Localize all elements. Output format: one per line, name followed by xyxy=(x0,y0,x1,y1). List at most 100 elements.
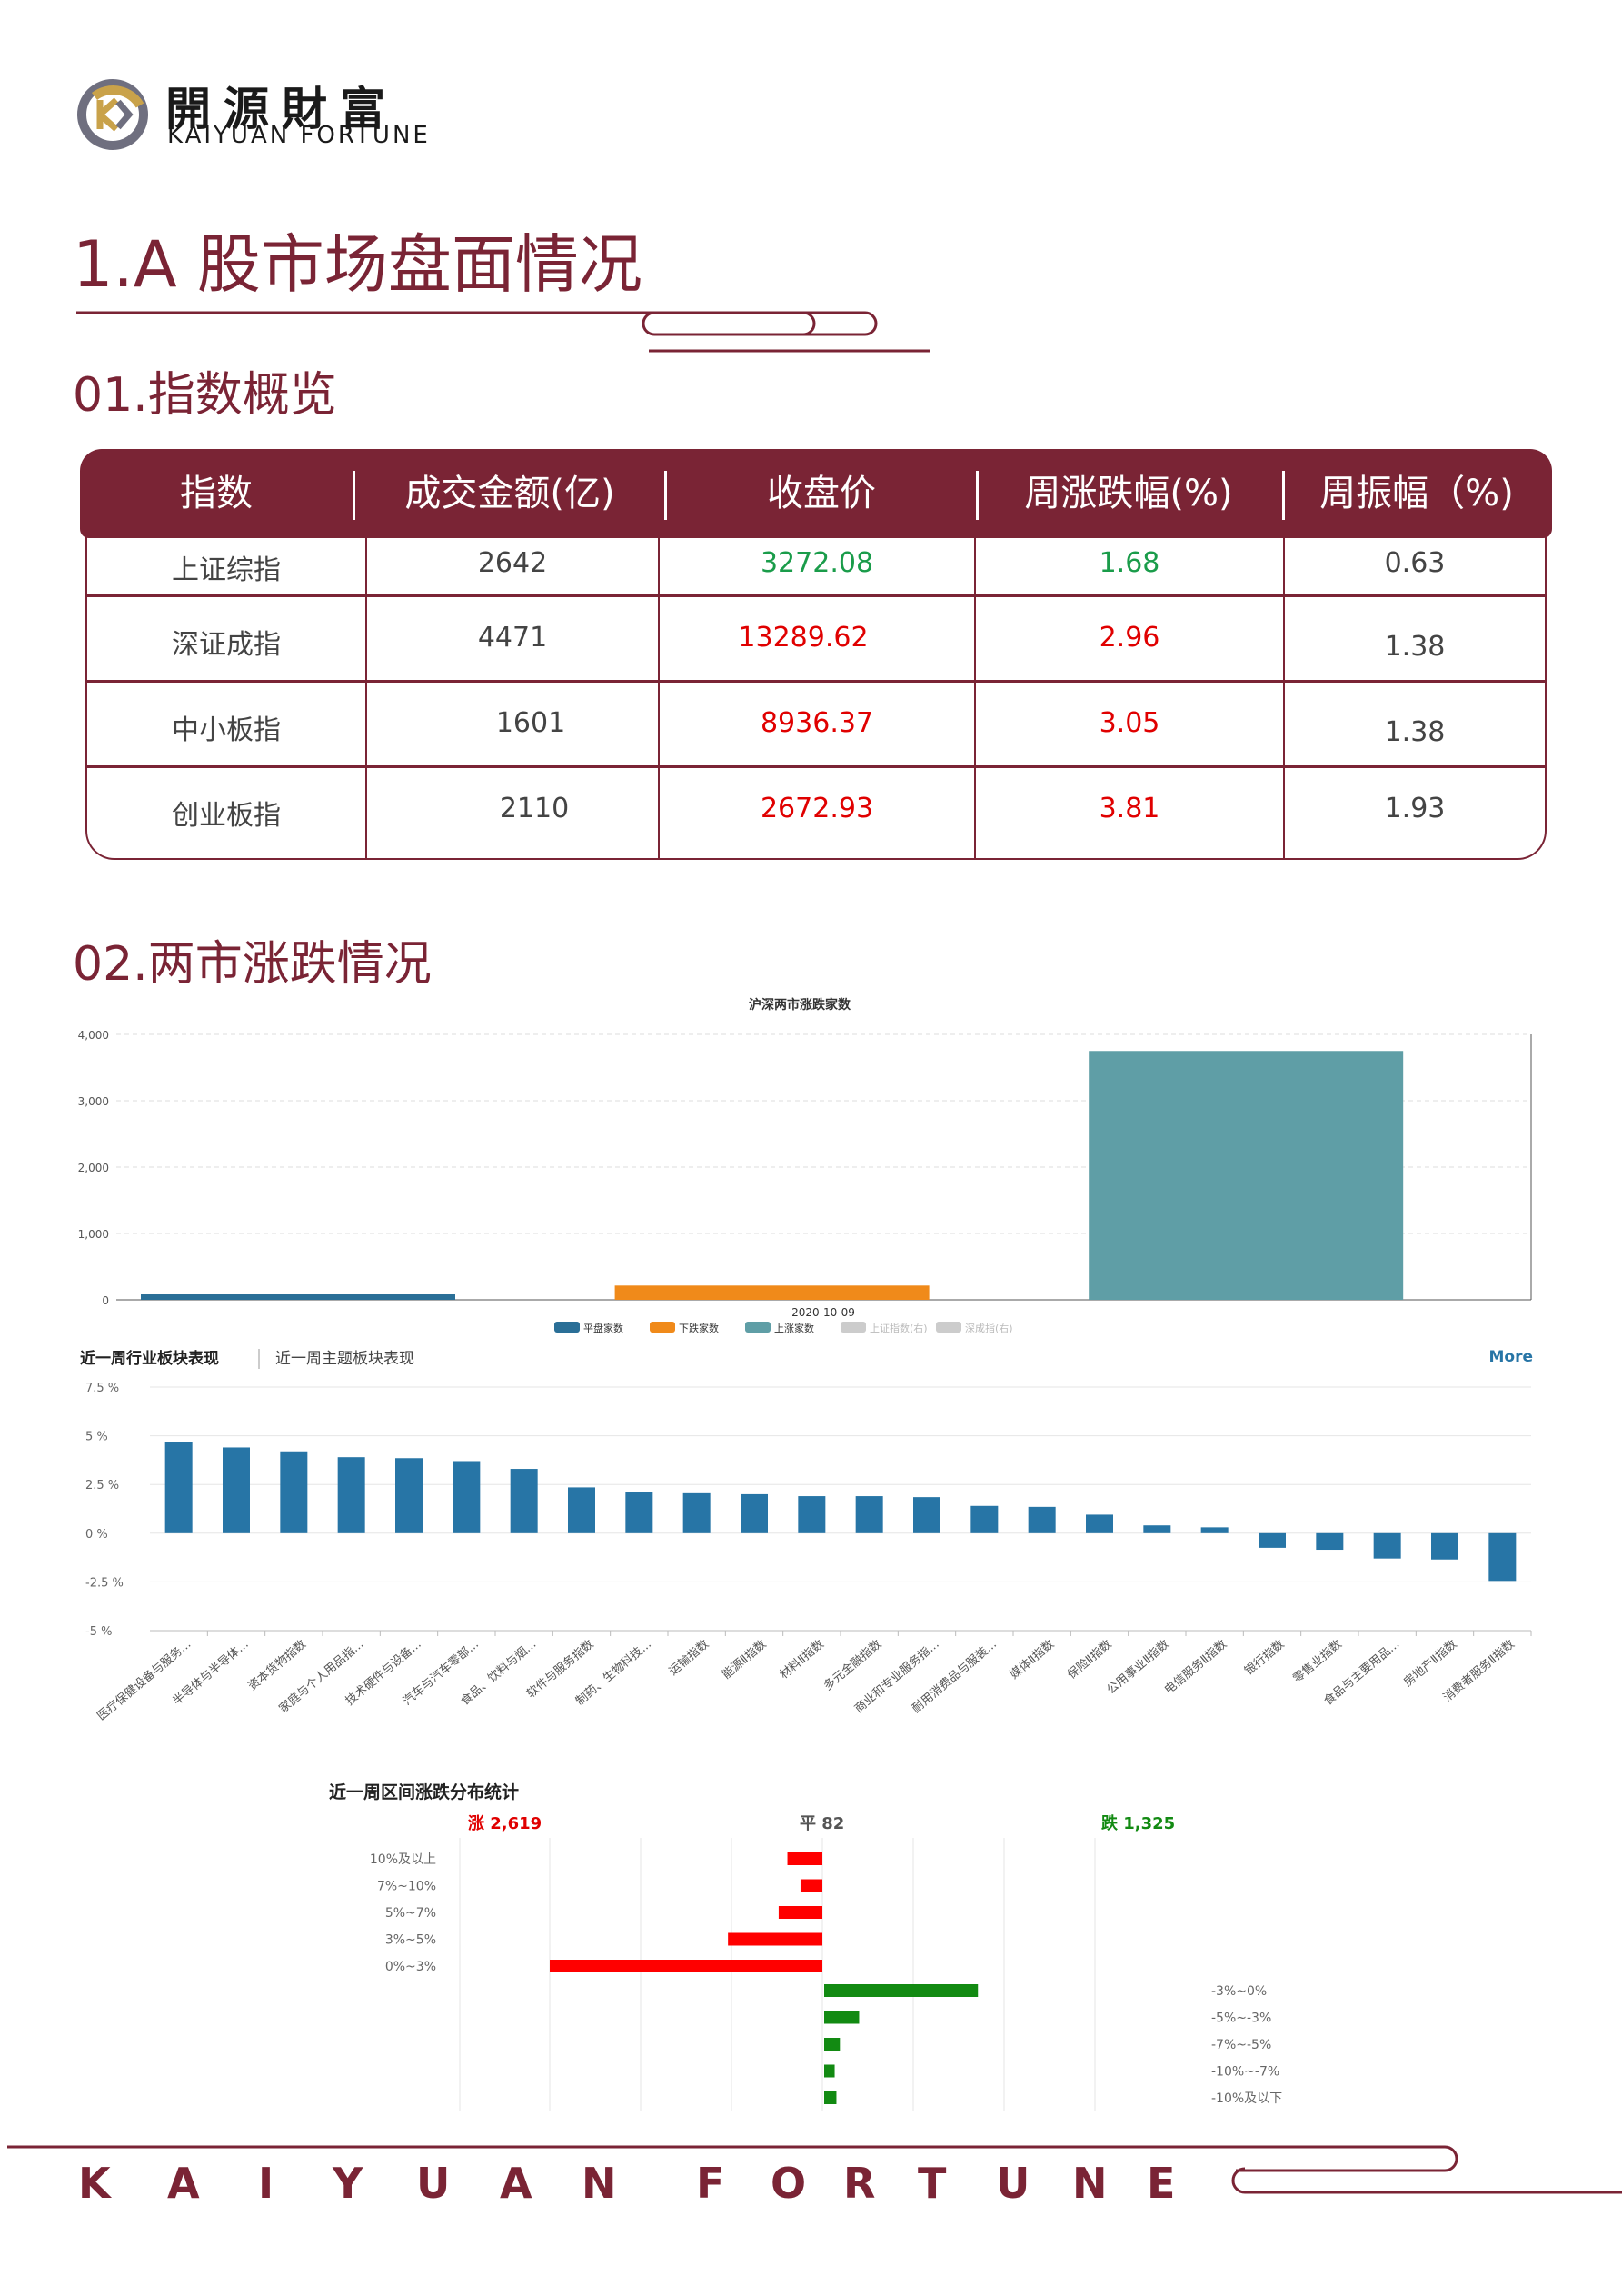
legend-label: 平盘家数 xyxy=(583,1322,623,1334)
x-tick-label: 媒体Ⅱ指数 xyxy=(1008,1638,1057,1682)
up-category-label: 10%及以上 xyxy=(370,1852,436,1867)
footer-decoration xyxy=(7,2145,1622,2194)
legend-label: 深成指(右) xyxy=(965,1322,1013,1334)
cell-close: 3272.08 xyxy=(760,547,874,579)
y-tick-label: 0 % xyxy=(85,1528,108,1542)
column-divider xyxy=(365,534,367,858)
bar xyxy=(913,1497,940,1533)
header-separator xyxy=(353,471,355,520)
chart-title: 沪深两市涨跌家数 xyxy=(749,997,851,1013)
y-tick-label: 4,000 xyxy=(78,1029,109,1042)
bar xyxy=(625,1492,653,1533)
down-bar xyxy=(824,1984,979,1997)
tab-theme: 近一周主题板块表现 xyxy=(275,1350,414,1368)
up-category-label: 7%~10% xyxy=(377,1880,436,1894)
footer-letter: I xyxy=(258,2159,274,2208)
summary-flat: 平 82 xyxy=(800,1814,844,1833)
up-category-label: 3%~5% xyxy=(385,1933,436,1948)
x-tick-label: 多元金融指数 xyxy=(821,1637,884,1693)
down-category-label: -3%~0% xyxy=(1211,1984,1267,1999)
header-separator xyxy=(664,471,667,520)
down-category-label: -10%~-7% xyxy=(1211,2065,1279,2080)
x-tick-label: 能源Ⅱ指数 xyxy=(720,1638,769,1682)
cell-index-name: 深证成指 xyxy=(172,629,281,661)
bar xyxy=(1143,1525,1171,1533)
bar xyxy=(1431,1532,1458,1560)
footer-letter: A xyxy=(500,2159,532,2208)
bar xyxy=(1488,1532,1517,1582)
bar xyxy=(453,1461,481,1533)
x-tick-label: 2020-10-09 xyxy=(791,1306,855,1319)
x-tick-label: 银行指数 xyxy=(1242,1638,1287,1679)
footer-letter: K xyxy=(78,2159,111,2208)
row-divider xyxy=(87,594,1545,597)
th-index: 指数 xyxy=(180,473,253,514)
subtitle-index-overview: 01.指数概览 xyxy=(73,368,337,423)
title-decoration xyxy=(76,311,930,353)
column-divider xyxy=(974,534,976,858)
cell-index-name: 创业板指 xyxy=(172,800,281,832)
down-bar xyxy=(824,2091,837,2104)
cell-amplitude: 1.38 xyxy=(1384,716,1446,748)
up-bar xyxy=(728,1932,822,1946)
bar xyxy=(1259,1532,1286,1548)
x-tick-label: 零售业指数 xyxy=(1290,1637,1345,1686)
footer-letter: E xyxy=(1147,2159,1176,2208)
y-tick-label: 7.5 % xyxy=(85,1382,119,1395)
bar xyxy=(970,1505,999,1533)
bar xyxy=(568,1487,595,1533)
cell-close: 2672.93 xyxy=(760,793,874,824)
bar-2 xyxy=(1089,1051,1404,1300)
down-bar xyxy=(824,2038,841,2051)
logo-cn-text: 開源財富 xyxy=(165,82,398,135)
bar xyxy=(510,1469,538,1533)
bar xyxy=(164,1442,193,1533)
down-bar xyxy=(824,2064,835,2078)
th-amplitude: 周振幅（%) xyxy=(1319,473,1514,514)
bar-1 xyxy=(614,1285,930,1300)
bar xyxy=(223,1447,250,1533)
legend-swatch xyxy=(841,1322,866,1333)
legend-swatch xyxy=(650,1322,675,1333)
kaiyuan-logo-icon xyxy=(77,79,148,150)
cell-close: 13289.62 xyxy=(738,622,869,654)
th-change: 周涨跌幅(%) xyxy=(1024,473,1233,514)
x-tick-label: 保险Ⅱ指数 xyxy=(1065,1638,1114,1682)
th-close: 收盘价 xyxy=(767,473,876,514)
footer-letter: T xyxy=(918,2159,947,2208)
logo-en-text: KAIYUAN FORTUNE xyxy=(167,122,431,149)
down-bar xyxy=(824,2011,860,2024)
cell-index-name: 上证综指 xyxy=(172,554,281,586)
up-bar xyxy=(800,1879,822,1892)
tab-industry: 近一周行业板块表现 xyxy=(80,1349,219,1368)
legend-swatch xyxy=(745,1322,771,1333)
x-tick-label: 材料Ⅱ指数 xyxy=(778,1638,827,1682)
up-category-label: 5%~7% xyxy=(385,1906,436,1921)
cell-amplitude: 0.63 xyxy=(1384,547,1446,579)
legend-swatch xyxy=(936,1322,961,1333)
cell-amount: 2642 xyxy=(477,547,548,579)
bar xyxy=(855,1496,883,1533)
subtitle-market-advance-decline: 02.两市涨跌情况 xyxy=(73,937,432,992)
summary-down: 跌 1,325 xyxy=(1101,1813,1175,1833)
up-bar xyxy=(787,1852,822,1865)
industry-sector-chart: 近一周行业板块表现 近一周主题板块表现 More 7.5 % 5 % 2.5 % 0 % -2… xyxy=(80,1348,1533,1723)
legend-label: 下跌家数 xyxy=(679,1322,719,1334)
bar xyxy=(280,1451,308,1533)
bar xyxy=(395,1458,423,1533)
bar xyxy=(1028,1506,1056,1533)
down-category-label: -7%~-5% xyxy=(1211,2038,1271,2052)
x-tick-label: 房地产Ⅱ指数 xyxy=(1401,1637,1460,1690)
up-category-label: 0%~3% xyxy=(385,1960,436,1974)
bar xyxy=(1373,1532,1401,1559)
y-tick-label: 3,000 xyxy=(78,1095,109,1108)
row-divider xyxy=(87,680,1545,683)
footer-letter: U xyxy=(416,2159,451,2208)
y-tick-label: 2,000 xyxy=(78,1162,109,1174)
y-tick-label: 0 xyxy=(102,1294,109,1307)
cell-amplitude: 1.38 xyxy=(1384,631,1446,663)
cell-change: 3.05 xyxy=(1099,707,1160,739)
section-title: 1.A 股市场盘面情况 xyxy=(73,227,642,302)
x-tick-label: 运输指数 xyxy=(666,1637,711,1679)
cell-change: 1.68 xyxy=(1099,547,1160,579)
